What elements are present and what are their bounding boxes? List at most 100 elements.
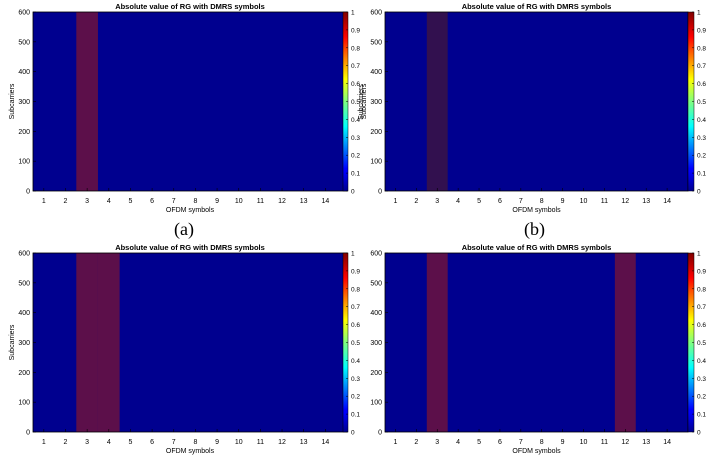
y-tick-label: 100	[370, 159, 382, 166]
panel-label-b: (b)	[524, 219, 545, 239]
colorbar-tick-label: 0.7	[697, 304, 706, 311]
y-tick-label: 300	[370, 340, 382, 347]
y-axis-label: Subcarriers	[361, 83, 368, 119]
y-tick-label: 500	[370, 39, 382, 46]
colorbar-tick-label: 0	[697, 430, 701, 437]
x-tick-label: 14	[663, 198, 671, 205]
x-tick-label: 8	[193, 439, 197, 446]
y-tick-label: 300	[18, 340, 30, 347]
colorbar-tick-label: 0.6	[351, 322, 360, 329]
x-tick-label: 2	[414, 439, 418, 446]
x-tick-label: 2	[64, 198, 68, 205]
colorbar-tick-label: 0.2	[697, 394, 706, 401]
dmrs-column-symbol-4	[97, 253, 120, 432]
y-axis-label: Subcarriers	[9, 83, 16, 119]
y-tick-label: 300	[18, 99, 30, 106]
y-tick-label: 600	[370, 10, 382, 17]
y-tick-label: 200	[18, 129, 30, 136]
y-tick-label: 200	[18, 370, 30, 377]
colorbar-tick-label: 1	[351, 10, 355, 17]
x-tick-label: 9	[561, 198, 565, 205]
colorbar-tick-label: 0.7	[351, 63, 360, 70]
x-tick-label: 6	[150, 198, 154, 205]
y-tick-label: 400	[18, 69, 30, 76]
colorbar-tick-label: 0.4	[697, 358, 706, 365]
x-tick-label: 4	[107, 198, 111, 205]
x-tick-label: 11	[601, 439, 608, 446]
y-tick-label: 300	[370, 99, 382, 106]
x-tick-label: 13	[642, 198, 650, 205]
colorbar-tick-label: 1	[697, 251, 701, 258]
colorbar-tick-label: 0.3	[351, 135, 360, 142]
colorbar-tick-label: 0.6	[697, 322, 706, 329]
colorbar-tick-label: 0.1	[697, 171, 706, 178]
colorbar-tick-label: 0.9	[351, 268, 360, 275]
colorbar-tick-label: 0	[697, 189, 701, 196]
x-tick-label: 11	[257, 198, 264, 205]
colorbar-tick-label: 0.7	[351, 304, 360, 311]
x-tick-label: 10	[235, 198, 243, 205]
colorbar-tick-label: 0	[351, 430, 355, 437]
x-tick-label: 14	[663, 439, 671, 446]
x-tick-label: 13	[300, 439, 308, 446]
x-tick-label: 10	[580, 198, 588, 205]
x-tick-label: 11	[601, 198, 608, 205]
x-tick-label: 12	[621, 439, 629, 446]
dmrs-column-symbol-3	[426, 253, 448, 432]
y-tick-label: 0	[26, 189, 30, 196]
dmrs-column-symbol-3	[76, 253, 98, 432]
y-tick-label: 0	[378, 430, 382, 437]
heatmap-panel-1: 1 2 3 4 5 6 7 8 9 10 11 12 13 140100200300400500600Ab…	[9, 2, 360, 214]
x-tick-label: 9	[215, 198, 219, 205]
y-tick-label: 100	[18, 400, 30, 407]
y-tick-label: 600	[370, 251, 382, 258]
x-tick-label: 5	[128, 198, 132, 205]
x-tick-label: 12	[621, 198, 629, 205]
x-tick-label: 2	[414, 198, 418, 205]
x-tick-label: 7	[172, 198, 176, 205]
x-tick-label: 12	[278, 439, 286, 446]
y-tick-label: 400	[370, 69, 382, 76]
x-tick-label: 7	[519, 439, 523, 446]
x-tick-label: 3	[435, 439, 439, 446]
colorbar-tick-label: 0.8	[351, 286, 360, 293]
colorbar-tick-label: 0.8	[697, 45, 706, 52]
x-tick-label: 1	[42, 439, 46, 446]
x-tick-label: 6	[498, 198, 502, 205]
x-tick-label: 7	[172, 439, 176, 446]
y-tick-label: 600	[18, 10, 30, 17]
y-tick-label: 200	[370, 129, 382, 136]
colorbar-tick-label: 0.1	[351, 171, 360, 178]
x-tick-label: 4	[456, 439, 460, 446]
x-tick-label: 9	[561, 439, 565, 446]
colorbar-tick-label: 0.1	[351, 412, 360, 419]
heatmap-panel-4: 1 2 3 4 5 6 7 8 9 10 11 12 13 140100200300400500600Ab…	[370, 243, 706, 455]
colorbar-tick-label: 0.3	[697, 376, 706, 383]
colorbar-tick-label: 0.9	[351, 27, 360, 34]
x-tick-label: 8	[540, 439, 544, 446]
colorbar-tick-label: 0.3	[351, 376, 360, 383]
colorbar-tick-label: 0.4	[697, 117, 706, 124]
colorbar-tick-label: 0.2	[351, 394, 360, 401]
colorbar-tick-label: 0.8	[351, 45, 360, 52]
x-tick-label: 4	[456, 198, 460, 205]
x-tick-label: 13	[642, 439, 650, 446]
dmrs-column-symbol-3	[426, 12, 448, 191]
x-axis-label: OFDM symbols	[166, 207, 215, 214]
x-tick-label: 6	[150, 439, 154, 446]
colorbar-tick-label: 0.7	[697, 63, 706, 70]
colorbar-tick-label: 0.2	[351, 153, 360, 160]
colorbar-tick-label: 0.5	[351, 340, 360, 347]
y-tick-label: 400	[370, 310, 382, 317]
colorbar-tick-label: 0.1	[697, 412, 706, 419]
x-tick-label: 4	[107, 439, 111, 446]
x-axis-label: OFDM symbols	[512, 207, 561, 214]
heatmap-panel-3: 1 2 3 4 5 6 7 8 9 10 11 12 13 140100200300400500600Ab…	[9, 243, 360, 455]
x-axis-label: OFDM symbols	[512, 448, 561, 455]
y-tick-label: 500	[18, 280, 30, 287]
colorbar-tick-label: 0.3	[697, 135, 706, 142]
x-tick-label: 12	[278, 198, 286, 205]
x-axis-label: OFDM symbols	[166, 448, 215, 455]
y-tick-label: 500	[18, 39, 30, 46]
